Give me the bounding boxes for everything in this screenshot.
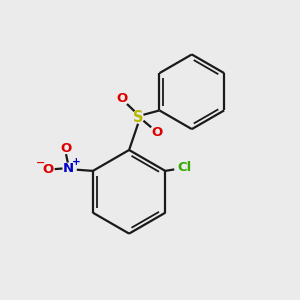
Text: N: N — [63, 162, 74, 175]
Text: O: O — [43, 163, 54, 176]
Text: S: S — [133, 110, 143, 125]
Text: O: O — [60, 142, 72, 155]
Text: +: + — [71, 157, 80, 167]
Text: O: O — [151, 126, 162, 139]
Text: O: O — [116, 92, 127, 105]
Text: Cl: Cl — [178, 161, 192, 174]
Text: −: − — [36, 158, 46, 167]
